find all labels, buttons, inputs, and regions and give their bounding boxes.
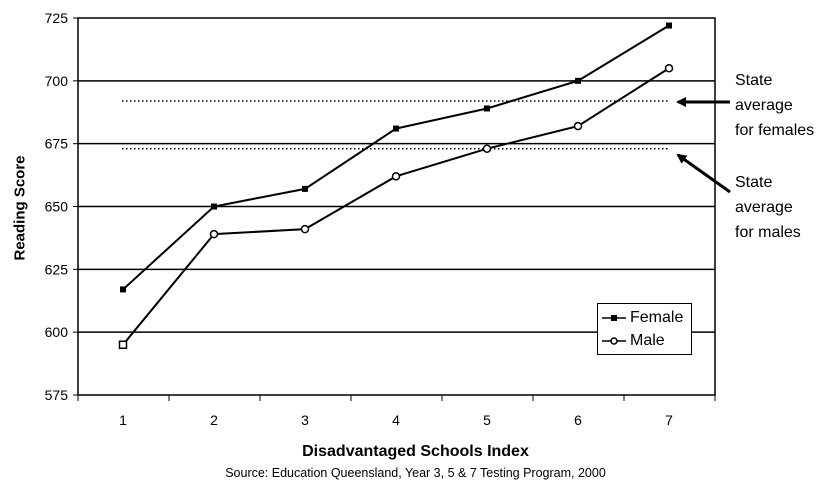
data-point-female bbox=[484, 105, 490, 112]
data-point-female bbox=[575, 77, 581, 84]
arrow-male-average bbox=[676, 153, 731, 194]
legend-item-male: Male bbox=[602, 330, 692, 352]
y-tick-label: 575 bbox=[45, 387, 69, 403]
x-tick-label: 5 bbox=[483, 412, 491, 428]
x-tick-label: 6 bbox=[574, 412, 582, 428]
data-point-male bbox=[573, 121, 583, 131]
legend: Female Male bbox=[597, 303, 692, 355]
plot-frame bbox=[77, 17, 716, 396]
annotation-line: State bbox=[735, 174, 773, 191]
data-point-female bbox=[302, 185, 308, 192]
legend-marker-filled-square-icon bbox=[602, 315, 626, 321]
y-tick-label: 725 bbox=[45, 10, 69, 26]
data-point-male bbox=[664, 64, 674, 73]
y-tick-label: 675 bbox=[45, 136, 69, 152]
data-point-male bbox=[209, 229, 219, 239]
legend-marker-open-circle-icon bbox=[602, 337, 626, 345]
annotation-female-average: State average for females bbox=[735, 68, 814, 143]
data-point-female bbox=[393, 125, 399, 132]
data-point-male bbox=[118, 340, 128, 349]
y-axis-label: Reading Score bbox=[11, 155, 29, 261]
annotation-line: average bbox=[735, 199, 793, 216]
legend-item-female: Female bbox=[602, 307, 692, 329]
annotation-line: for males bbox=[735, 224, 801, 241]
data-point-male bbox=[300, 224, 310, 234]
x-tick-label: 1 bbox=[119, 412, 127, 428]
data-point-female bbox=[120, 286, 126, 293]
annotation-line: for females bbox=[735, 122, 815, 139]
y-tick-label: 625 bbox=[45, 261, 69, 277]
y-tick-label: 650 bbox=[45, 199, 69, 215]
data-point-male bbox=[391, 172, 401, 181]
x-tick-label: 7 bbox=[665, 412, 673, 428]
annotation-line: average bbox=[735, 97, 793, 114]
series-line-female bbox=[122, 24, 670, 291]
y-tick-label: 600 bbox=[45, 324, 69, 340]
x-tick-label: 3 bbox=[301, 412, 309, 428]
annotation-line: State bbox=[735, 72, 773, 89]
data-point-female bbox=[211, 203, 217, 210]
source-note: Source: Education Queensland, Year 3, 5 … bbox=[225, 466, 606, 480]
data-point-female bbox=[666, 22, 672, 29]
x-tick-label: 2 bbox=[210, 412, 218, 428]
x-axis-label: Disadvantaged Schools Index bbox=[302, 443, 529, 460]
legend-label: Female bbox=[630, 309, 684, 326]
x-tick-label: 4 bbox=[392, 412, 400, 428]
y-tick-label: 700 bbox=[45, 73, 69, 89]
annotation-male-average: State average for males bbox=[735, 170, 801, 245]
legend-label: Male bbox=[630, 332, 665, 349]
data-point-male bbox=[482, 144, 492, 153]
